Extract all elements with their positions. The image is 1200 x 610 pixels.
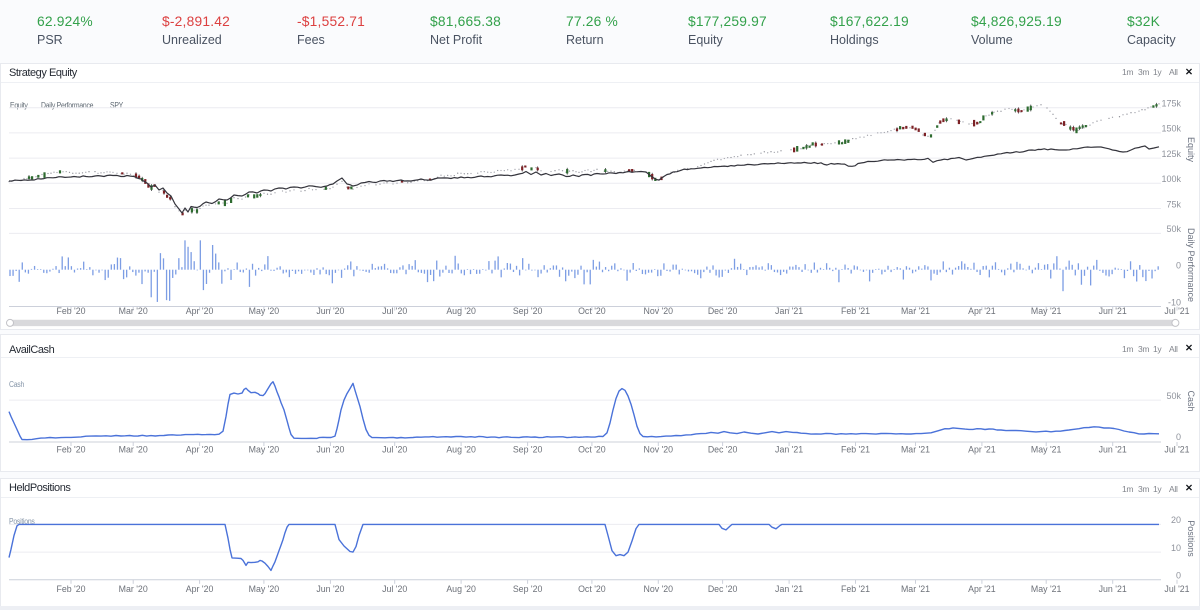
- svg-text:Sep '20: Sep '20: [513, 445, 543, 455]
- svg-text:Dec '20: Dec '20: [708, 445, 738, 455]
- svg-text:10: 10: [1171, 543, 1181, 553]
- svg-text:May '20: May '20: [249, 306, 280, 316]
- svg-text:Jan '21: Jan '21: [775, 306, 803, 316]
- svg-text:175k: 175k: [1161, 99, 1181, 109]
- svg-text:Daily Performance: Daily Performance: [1186, 228, 1196, 302]
- svg-text:Jul '20: Jul '20: [382, 445, 407, 455]
- svg-text:50k: 50k: [1166, 224, 1181, 234]
- svg-text:Sep '20: Sep '20: [513, 306, 543, 316]
- svg-text:Feb '21: Feb '21: [841, 584, 870, 594]
- svg-text:Nov '20: Nov '20: [644, 584, 674, 594]
- svg-text:100k: 100k: [1161, 174, 1181, 184]
- svg-text:Mar '20: Mar '20: [119, 445, 148, 455]
- svg-text:Apr '20: Apr '20: [186, 306, 214, 316]
- svg-text:Jun '21: Jun '21: [1099, 584, 1127, 594]
- svg-text:Apr '20: Apr '20: [186, 584, 214, 594]
- svg-text:Jun '20: Jun '20: [316, 445, 344, 455]
- svg-text:Aug '20: Aug '20: [446, 445, 476, 455]
- svg-text:May '20: May '20: [249, 445, 280, 455]
- svg-text:Mar '21: Mar '21: [901, 584, 930, 594]
- svg-text:Dec '20: Dec '20: [708, 306, 738, 316]
- svg-text:Oct '20: Oct '20: [578, 306, 606, 316]
- svg-text:Feb '20: Feb '20: [56, 584, 85, 594]
- svg-text:75k: 75k: [1166, 199, 1181, 209]
- svg-text:Jun '21: Jun '21: [1099, 445, 1127, 455]
- svg-text:Sep '20: Sep '20: [513, 584, 543, 594]
- svg-text:May '20: May '20: [249, 584, 280, 594]
- svg-text:Jul '20: Jul '20: [382, 306, 407, 316]
- svg-text:125k: 125k: [1161, 149, 1181, 159]
- svg-text:Mar '20: Mar '20: [119, 584, 148, 594]
- svg-text:Mar '21: Mar '21: [901, 445, 930, 455]
- svg-text:Jul '20: Jul '20: [382, 584, 407, 594]
- svg-text:Jun '20: Jun '20: [316, 306, 344, 316]
- svg-text:0: 0: [1176, 261, 1181, 271]
- svg-text:May '21: May '21: [1031, 445, 1062, 455]
- svg-text:Jan '21: Jan '21: [775, 584, 803, 594]
- svg-text:Feb '21: Feb '21: [841, 306, 870, 316]
- svg-text:Feb '21: Feb '21: [841, 445, 870, 455]
- svg-text:Aug '20: Aug '20: [446, 584, 476, 594]
- svg-text:Aug '20: Aug '20: [446, 306, 476, 316]
- svg-text:Feb '20: Feb '20: [56, 445, 85, 455]
- svg-text:May '21: May '21: [1031, 306, 1062, 316]
- svg-text:0: 0: [1176, 571, 1181, 581]
- svg-text:Oct '20: Oct '20: [578, 584, 606, 594]
- svg-text:150k: 150k: [1161, 124, 1181, 134]
- svg-text:Jul '21: Jul '21: [1164, 445, 1189, 455]
- svg-text:50k: 50k: [1166, 391, 1181, 401]
- svg-text:Jun '20: Jun '20: [316, 584, 344, 594]
- svg-text:Nov '20: Nov '20: [644, 445, 674, 455]
- svg-text:Positions: Positions: [1186, 520, 1196, 557]
- svg-text:Mar '20: Mar '20: [119, 306, 148, 316]
- svg-text:Apr '21: Apr '21: [968, 584, 996, 594]
- svg-text:Jul '21: Jul '21: [1164, 584, 1189, 594]
- svg-text:Nov '20: Nov '20: [644, 306, 674, 316]
- svg-text:-10: -10: [1168, 297, 1181, 307]
- svg-text:Jun '21: Jun '21: [1099, 306, 1127, 316]
- svg-text:Jul '21: Jul '21: [1164, 306, 1189, 316]
- svg-text:Mar '21: Mar '21: [901, 306, 930, 316]
- svg-text:Oct '20: Oct '20: [578, 445, 606, 455]
- svg-text:0: 0: [1176, 432, 1181, 442]
- svg-text:Apr '21: Apr '21: [968, 445, 996, 455]
- svg-text:Jan '21: Jan '21: [775, 445, 803, 455]
- svg-text:Apr '20: Apr '20: [186, 445, 214, 455]
- svg-text:20: 20: [1171, 515, 1181, 525]
- svg-text:May '21: May '21: [1031, 584, 1062, 594]
- svg-text:Equity: Equity: [1186, 137, 1196, 163]
- svg-text:Cash: Cash: [1186, 390, 1196, 411]
- svg-text:Apr '21: Apr '21: [968, 306, 996, 316]
- svg-text:Feb '20: Feb '20: [56, 306, 85, 316]
- svg-text:Dec '20: Dec '20: [708, 584, 738, 594]
